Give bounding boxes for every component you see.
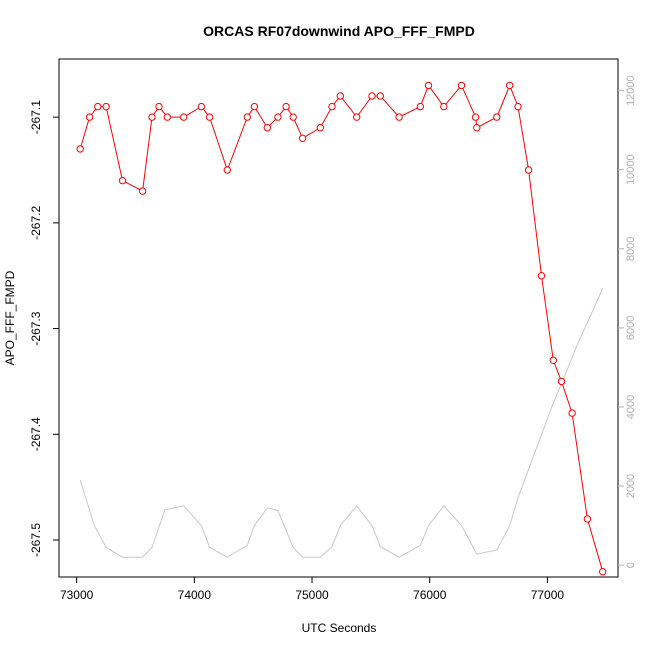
data-point xyxy=(94,102,102,111)
secondary-series-line xyxy=(79,288,604,558)
data-point xyxy=(274,113,282,121)
chart-title: ORCAS RF07downwind APO_FFF_FMPD xyxy=(203,23,475,39)
x-tick-label: 76000 xyxy=(413,588,447,602)
plot-frame xyxy=(58,58,619,578)
y2-tick-label: 12000 xyxy=(625,75,637,106)
data-point xyxy=(457,81,466,90)
y-tick-label: -267.2 xyxy=(29,206,43,240)
left-axis: -267.1 -267.2 -267.3 -267.4 -267.5 xyxy=(29,100,59,557)
data-point xyxy=(243,113,252,121)
data-point xyxy=(298,134,307,143)
data-point xyxy=(138,187,147,195)
data-point xyxy=(524,166,533,174)
y2-tick-label: 10000 xyxy=(625,154,637,185)
data-point xyxy=(506,81,514,90)
bottom-axis: 73000 74000 75000 76000 77000 xyxy=(60,577,564,602)
data-point xyxy=(557,377,566,386)
y2-tick-label: 4000 xyxy=(625,395,637,419)
data-point xyxy=(416,102,424,111)
data-point xyxy=(424,81,433,90)
data-point xyxy=(205,113,214,121)
data-point xyxy=(155,102,163,111)
data-point xyxy=(353,113,361,121)
right-axis: 0 2000 4000 6000 8000 10000 12000 xyxy=(618,75,637,568)
y2-tick-label: 0 xyxy=(625,562,637,568)
data-point xyxy=(473,124,481,132)
y2-tick-label: 8000 xyxy=(625,237,637,261)
series-layer xyxy=(76,81,607,576)
y-tick-label: -267.1 xyxy=(29,100,43,134)
data-point xyxy=(263,124,271,132)
data-point xyxy=(282,102,290,111)
data-point xyxy=(395,113,403,121)
data-point xyxy=(583,515,592,523)
data-point xyxy=(328,102,336,111)
data-point xyxy=(514,102,522,111)
data-point xyxy=(368,92,376,100)
data-point xyxy=(148,113,156,121)
data-point xyxy=(76,145,84,153)
data-point xyxy=(568,409,576,417)
y-tick-label: -267.4 xyxy=(29,417,43,451)
y-axis-label: APO_FFF_FMPD xyxy=(3,270,17,365)
x-axis-label: UTC Seconds xyxy=(302,621,377,635)
data-point xyxy=(336,92,344,100)
data-point xyxy=(537,272,546,280)
data-point xyxy=(316,124,324,132)
data-point xyxy=(85,113,94,121)
data-point xyxy=(471,113,480,121)
data-point xyxy=(376,92,384,100)
y-tick-label: -267.5 xyxy=(29,523,43,557)
data-point xyxy=(599,568,607,576)
y2-tick-label: 2000 xyxy=(625,474,637,498)
data-point xyxy=(549,356,557,364)
x-tick-label: 77000 xyxy=(531,588,565,602)
data-point xyxy=(440,102,448,111)
data-point xyxy=(102,102,110,111)
x-tick-label: 74000 xyxy=(178,588,212,602)
x-tick-label: 75000 xyxy=(295,588,329,602)
x-tick-label: 73000 xyxy=(60,588,94,602)
data-point xyxy=(289,113,297,121)
data-point xyxy=(223,166,232,174)
data-point xyxy=(118,176,127,185)
data-point xyxy=(250,102,259,111)
data-point xyxy=(180,113,188,121)
data-point xyxy=(493,113,501,121)
primary-series-line xyxy=(79,84,604,572)
data-point xyxy=(163,113,172,121)
data-point xyxy=(197,102,206,111)
plot-area xyxy=(58,58,619,578)
y2-tick-label: 6000 xyxy=(625,316,637,340)
y-tick-label: -267.3 xyxy=(29,311,43,345)
